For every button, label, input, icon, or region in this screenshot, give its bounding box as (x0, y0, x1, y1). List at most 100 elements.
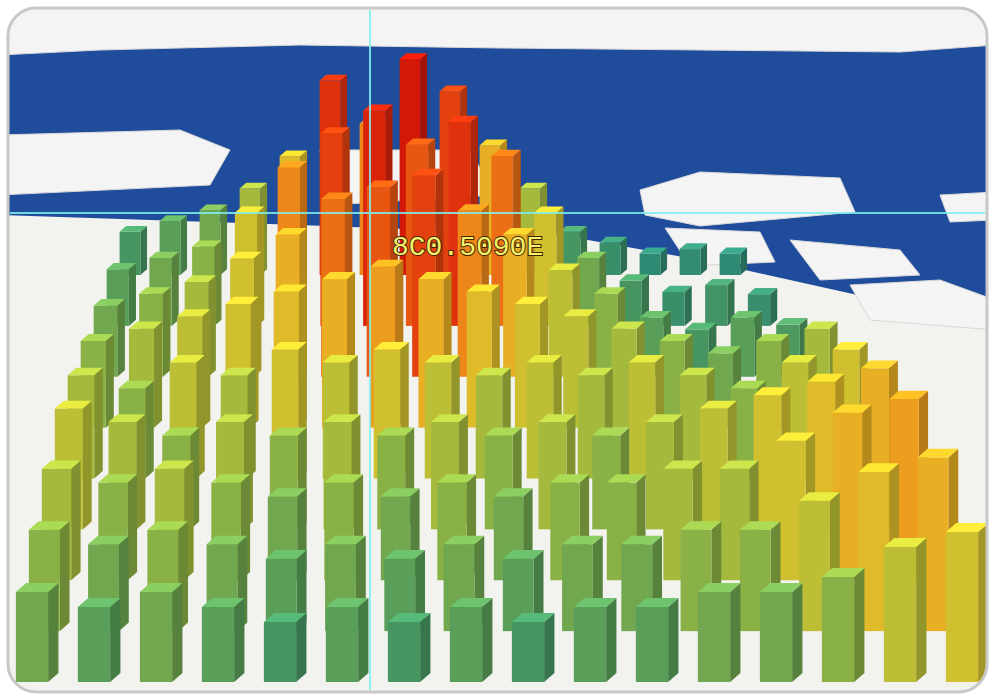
bar-top (756, 334, 789, 341)
bar-top (270, 428, 307, 436)
bar-top (437, 474, 476, 482)
bar-side (620, 237, 627, 275)
bar-top (600, 237, 627, 243)
bar-front (512, 622, 544, 682)
bar-top (476, 368, 511, 375)
bar-side (136, 414, 145, 529)
land (790, 240, 920, 280)
bar-top (322, 272, 355, 279)
land (8, 8, 987, 55)
bar (202, 598, 245, 682)
bar-top (491, 150, 520, 156)
water (8, 8, 987, 330)
bar-top (663, 460, 702, 468)
bar-top (480, 140, 507, 146)
bar (680, 243, 707, 275)
bar-top (274, 284, 307, 291)
bar-top (740, 521, 781, 530)
annotation: 8C0.5090E (392, 232, 543, 263)
bar-top (485, 428, 522, 436)
bar-top (98, 474, 137, 482)
bar (78, 598, 121, 682)
bar-side (60, 521, 70, 631)
bar-front (574, 607, 606, 682)
bar (720, 248, 747, 275)
bar-top (708, 346, 741, 353)
bar-top (160, 215, 187, 221)
bar-top (467, 284, 500, 291)
bar-top (833, 342, 868, 349)
bar-top (720, 460, 759, 468)
bar-top (685, 323, 716, 330)
bar-top (88, 536, 129, 545)
bar-top (620, 274, 649, 280)
bar-side (770, 288, 777, 326)
bar-top (202, 598, 245, 607)
bar (388, 613, 431, 682)
bar-front (140, 592, 172, 682)
crosshair-horizontal (10, 212, 985, 214)
bar-top (140, 583, 183, 592)
bar-side (482, 598, 492, 682)
bar-side (296, 613, 306, 682)
bar-side (916, 538, 926, 682)
bar-top (374, 342, 409, 349)
bar-side (145, 381, 153, 479)
bar-top (861, 360, 898, 368)
bar-top (324, 414, 361, 422)
bar-top (384, 550, 425, 559)
bar-top (782, 355, 817, 362)
bar-front (760, 592, 792, 682)
bar (946, 523, 987, 682)
bar-top (120, 226, 147, 232)
bar-top (107, 263, 136, 269)
bar-top (388, 613, 431, 622)
bar-front (450, 607, 482, 682)
bar-top (804, 322, 837, 329)
bar-top (946, 523, 987, 532)
bar-top (705, 279, 734, 285)
bar-top (760, 583, 803, 592)
bar-side (730, 583, 740, 682)
land (640, 172, 855, 226)
bar-top (207, 536, 248, 545)
bar-top (16, 583, 59, 592)
bar-top (185, 275, 216, 282)
bar-top (592, 428, 629, 436)
bar-front (640, 253, 661, 275)
bar-top (323, 355, 358, 362)
bar-top (515, 297, 548, 304)
bar-top (42, 460, 81, 468)
bar-side (94, 368, 102, 479)
bar-side (117, 299, 125, 377)
bar-top (94, 299, 125, 306)
bar-top (636, 598, 679, 607)
bar-top (68, 368, 103, 375)
bar-top (264, 613, 307, 622)
bar-top (320, 75, 347, 81)
bar-top (833, 405, 872, 413)
bar-side (668, 598, 678, 682)
bar-side (358, 598, 368, 682)
bar-top (230, 252, 261, 259)
bar-top (640, 248, 667, 254)
bar-top (450, 598, 493, 607)
bar-top (240, 183, 267, 189)
bar-top (320, 127, 349, 133)
bar-side (420, 613, 430, 682)
bar-top (170, 355, 205, 362)
bar (16, 583, 59, 682)
bar (574, 598, 617, 682)
bar-top (377, 428, 414, 436)
bar-top (272, 342, 307, 349)
ground (8, 8, 987, 692)
bar-front (884, 547, 916, 682)
bar-side (544, 613, 554, 682)
bar-top (440, 86, 467, 92)
land (940, 192, 987, 222)
bar-top (889, 391, 928, 399)
bar-top (55, 401, 92, 409)
bar-side (163, 287, 171, 377)
bar-front (705, 285, 727, 326)
bar-top (799, 492, 840, 501)
